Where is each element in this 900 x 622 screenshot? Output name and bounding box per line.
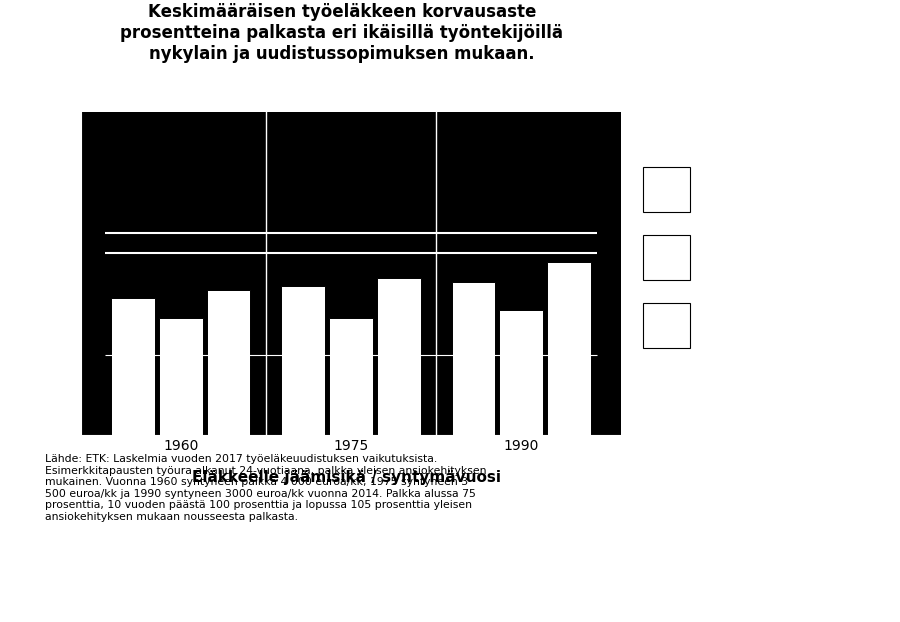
Bar [643, 167, 690, 212]
Bar [159, 318, 202, 435]
Text: 1960: 1960 [163, 439, 199, 453]
Bar [377, 277, 420, 435]
Text: 1990: 1990 [503, 439, 539, 453]
Bar [546, 261, 590, 435]
Text: Lähde: ETK: Laskelmia vuoden 2017 työeläkeuudistuksen vaikutuksista.
Esimerkkita: Lähde: ETK: Laskelmia vuoden 2017 työelä… [45, 454, 487, 522]
Bar [207, 290, 250, 435]
Text: Toivottu taso 65-70 %.: Toivottu taso 65-70 %. [643, 128, 798, 142]
Bar [643, 235, 690, 280]
Bar [452, 282, 495, 435]
Bar [500, 310, 543, 435]
Text: Uudistussopimus, alin eläkeikä: Uudistussopimus, alin eläkeikä [700, 251, 900, 264]
Bar [329, 318, 373, 435]
Text: Nykylaki: Nykylaki [700, 183, 757, 196]
Bar [643, 303, 690, 348]
Bar [112, 298, 156, 435]
Text: Eläkkeelle jäämisikä / syntymävuosi: Eläkkeelle jäämisikä / syntymävuosi [192, 470, 501, 485]
Bar [282, 285, 325, 435]
Text: 1975: 1975 [333, 439, 369, 453]
Text: Keskimääräisen työeläkkeen korvausaste
prosentteina palkasta eri ikäisillä työnt: Keskimääräisen työeläkkeen korvausaste p… [121, 3, 563, 63]
Y-axis label: Korvausaste: Korvausaste [28, 227, 43, 320]
Text: Uudistussopimus, tavoite-eläkeikä: Uudistussopimus, tavoite-eläkeikä [700, 319, 900, 332]
